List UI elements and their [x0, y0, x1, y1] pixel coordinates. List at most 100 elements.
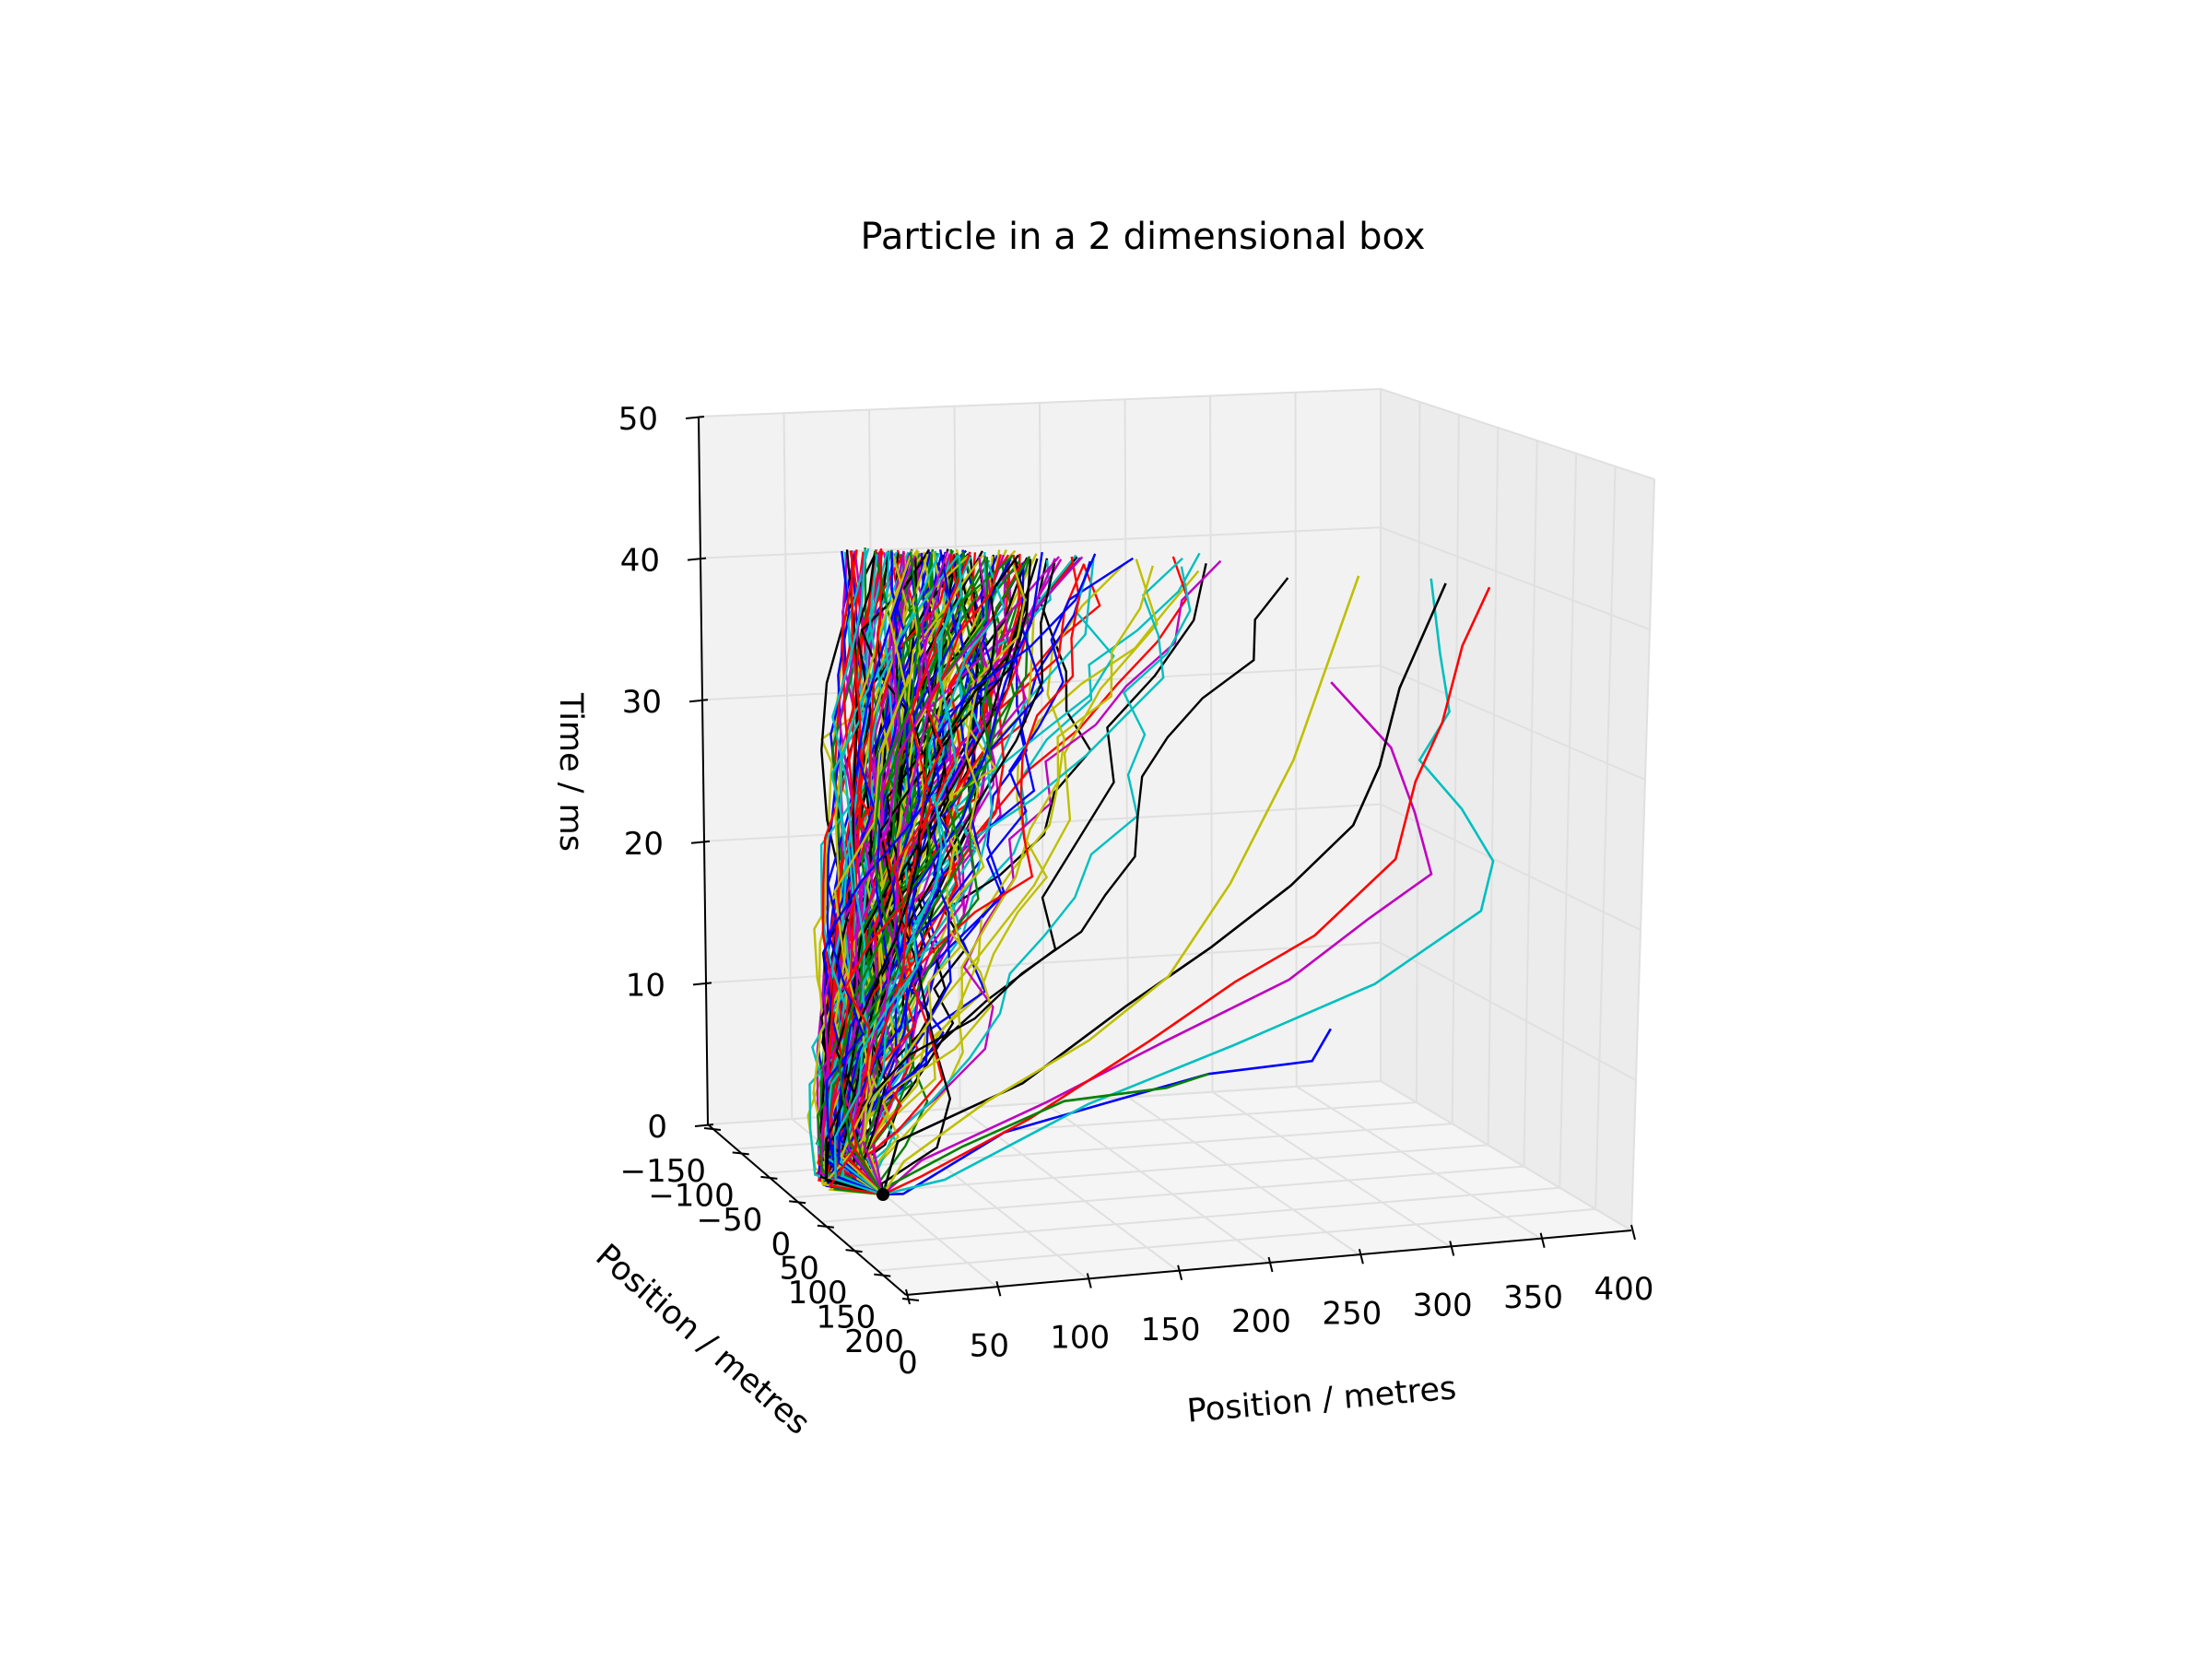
z-tick [694, 1124, 714, 1127]
z-tick-label: 10 [626, 967, 665, 1004]
particle-path [862, 559, 1159, 1195]
grid-line [1127, 1096, 1360, 1256]
grid-line [1559, 453, 1578, 1188]
x-tick [1630, 1224, 1636, 1241]
particle-path [856, 558, 1028, 1195]
z-tick [690, 840, 711, 844]
grid-line [782, 413, 794, 1120]
particle-path [824, 554, 1019, 1196]
y-tick-label: 50 [780, 1251, 819, 1288]
particle-path [882, 681, 1433, 1195]
y-tick [760, 1175, 778, 1180]
x-tick [995, 1281, 1002, 1297]
particle-path [828, 554, 1002, 1196]
grid-line [700, 526, 1382, 559]
z-tick-label: 40 [620, 543, 660, 580]
grid-line [1380, 941, 1637, 1081]
y-tick-label: −150 [620, 1153, 706, 1190]
grid-line [1296, 1086, 1542, 1240]
grid-line [875, 1112, 1088, 1280]
y-tick [789, 1200, 806, 1205]
y-tick-label: −50 [697, 1202, 763, 1239]
y-tick [732, 1151, 749, 1156]
grid-line [1380, 803, 1641, 931]
particle-path [833, 549, 913, 1195]
grid-line [1043, 1101, 1270, 1264]
particle-path [825, 577, 1289, 1196]
particle-path [833, 554, 963, 1196]
x-tick-label: 200 [1231, 1303, 1291, 1340]
z-axis-label: Time / ms [552, 692, 589, 852]
y-tick-label: 200 [844, 1324, 904, 1360]
z-tick-label: 0 [647, 1109, 667, 1146]
x-tick [1267, 1256, 1274, 1273]
particle-path [856, 552, 909, 1195]
x-axis-line [905, 1230, 1632, 1296]
particle-paths [806, 547, 1495, 1196]
y-tick-label: −100 [648, 1177, 734, 1214]
y-tick [817, 1224, 834, 1229]
grid-line [698, 388, 1382, 418]
y-tick-label: 150 [816, 1300, 876, 1336]
grid-line [1209, 395, 1214, 1092]
x-tick-label: 350 [1503, 1279, 1563, 1316]
particle-path [838, 553, 912, 1195]
particle-path [882, 1028, 1332, 1196]
particle-path [832, 556, 1081, 1196]
x-tick [905, 1288, 911, 1305]
particle-path [849, 555, 917, 1195]
z-tick-label: 50 [618, 401, 658, 438]
grid-line [1487, 427, 1500, 1146]
origin-marker [877, 1188, 889, 1201]
grid-line [877, 1207, 1596, 1272]
z-axis-line [698, 416, 709, 1125]
grid-line [1594, 465, 1617, 1209]
grid-line [1294, 392, 1298, 1087]
particle-path [821, 559, 1027, 1196]
grid-line [1380, 1080, 1632, 1231]
x-tick-label: 400 [1594, 1271, 1654, 1308]
grid-line [849, 1186, 1560, 1248]
x-tick-label: 0 [898, 1345, 918, 1382]
particle-path [819, 553, 951, 1195]
y-tick-label: 100 [788, 1275, 848, 1312]
x-tick-label: 250 [1322, 1295, 1382, 1332]
particle-path [839, 549, 958, 1195]
x-tick-label: 100 [1050, 1320, 1110, 1357]
particle-path [848, 551, 971, 1195]
grid-line [1451, 414, 1460, 1124]
grid-line [820, 1165, 1524, 1223]
grid-line [1630, 478, 1655, 1231]
x-tick-label: 300 [1413, 1288, 1473, 1324]
y-tick [703, 1127, 722, 1131]
z-tick [685, 416, 705, 419]
x-tick [1358, 1249, 1364, 1265]
grid-line [1380, 665, 1646, 781]
particle-path [871, 566, 1192, 1195]
grid-line [1380, 388, 1655, 480]
x-tick [1539, 1232, 1546, 1248]
x-tick-label: 50 [970, 1327, 1009, 1364]
grid-line [1124, 399, 1130, 1098]
x-tick [1177, 1265, 1183, 1280]
x-tick [1449, 1241, 1455, 1256]
grid-line [1523, 440, 1538, 1167]
grid-line [1415, 401, 1421, 1103]
z-tick [687, 557, 707, 561]
particle-path [882, 586, 1491, 1196]
particle-path [825, 553, 1097, 1196]
y-tick [874, 1273, 891, 1277]
chart-title: Particle in a 2 dimensional box [861, 216, 1426, 258]
y-tick [901, 1298, 920, 1301]
x-tick-label: 150 [1141, 1312, 1201, 1348]
z-tick-label: 30 [622, 684, 662, 721]
y-tick [845, 1249, 863, 1253]
particle-path [835, 559, 1032, 1195]
y-tick-label: 0 [771, 1226, 792, 1263]
grid-line [1039, 402, 1045, 1103]
particle-path [881, 575, 1360, 1195]
tick-marks [685, 416, 1636, 1305]
z-tick [692, 982, 712, 986]
